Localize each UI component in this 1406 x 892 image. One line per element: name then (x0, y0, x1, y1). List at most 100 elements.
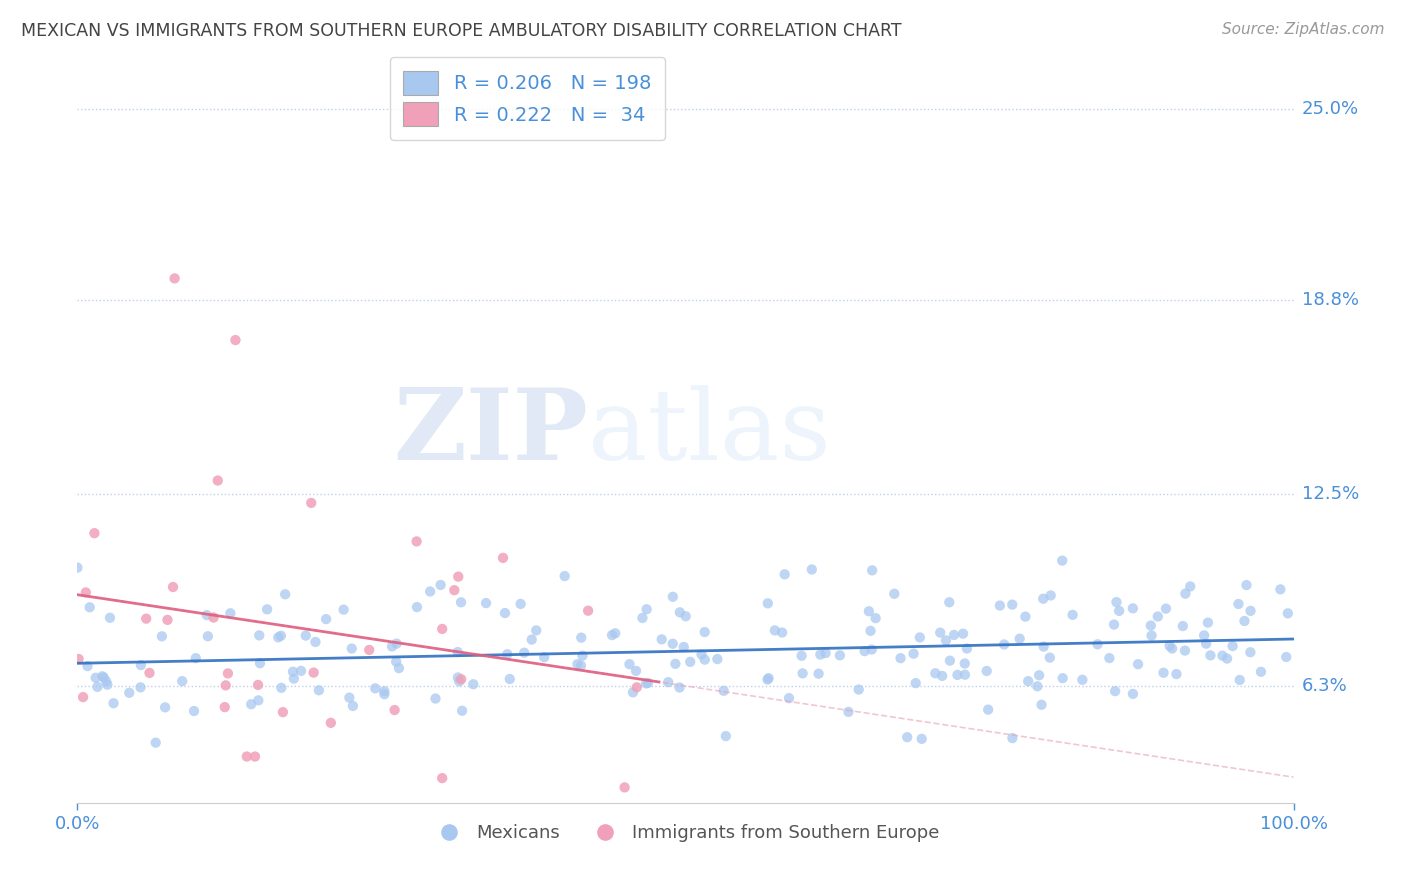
Point (332, 602, 354, 616)
Point (706, 652, 728, 666)
Legend: Mexicans, Immigrants from Southern Europe: Mexicans, Immigrants from Southern Europ… (425, 817, 946, 849)
Point (1192, 628, 1215, 642)
Point (271, 705, 294, 719)
Point (145, 736, 167, 750)
Point (693, 625, 716, 640)
Point (1146, 609, 1168, 624)
Point (1171, 619, 1194, 633)
Point (1062, 607, 1084, 622)
Point (207, 474, 229, 488)
Point (903, 647, 925, 661)
Point (1104, 684, 1126, 698)
Point (1229, 673, 1251, 687)
Point (450, 672, 472, 686)
Point (1126, 657, 1149, 672)
Point (1098, 651, 1121, 665)
Point (1239, 604, 1261, 618)
Point (1039, 650, 1062, 665)
Point (792, 666, 814, 681)
Point (247, 628, 270, 642)
Point (513, 646, 536, 660)
Point (675, 609, 697, 624)
Point (988, 599, 1011, 613)
Point (494, 606, 516, 620)
Point (938, 595, 960, 609)
Point (853, 644, 876, 658)
Point (373, 687, 395, 701)
Point (98, 611, 121, 625)
Text: atlas: atlas (588, 384, 831, 481)
Point (939, 654, 962, 668)
Point (931, 669, 953, 683)
Point (1233, 614, 1256, 628)
Point (219, 607, 242, 621)
Point (935, 633, 957, 648)
Point (668, 681, 690, 695)
Point (1216, 651, 1239, 665)
Point (103, 696, 125, 710)
Point (624, 664, 647, 678)
Point (381, 640, 404, 654)
Point (763, 624, 786, 638)
Point (270, 681, 292, 695)
Point (1001, 598, 1024, 612)
Point (447, 670, 470, 684)
Point (447, 569, 470, 583)
Point (388, 661, 411, 675)
Point (924, 666, 946, 681)
Point (859, 624, 882, 638)
Point (429, 578, 451, 592)
Point (290, 664, 312, 678)
Point (76, 659, 98, 673)
Point (883, 587, 905, 601)
Point (86, 680, 108, 694)
Point (756, 673, 779, 687)
Point (911, 731, 934, 746)
Point (1028, 668, 1050, 682)
Point (661, 637, 683, 651)
Point (449, 674, 471, 689)
Point (359, 643, 381, 657)
Point (1197, 615, 1219, 630)
Point (619, 657, 641, 672)
Point (1195, 637, 1218, 651)
Point (896, 730, 918, 744)
Point (1275, 650, 1298, 665)
Point (302, 665, 325, 680)
Point (274, 587, 297, 601)
Point (808, 648, 831, 662)
Point (662, 590, 685, 604)
Point (554, 569, 576, 583)
Point (1039, 589, 1062, 603)
Point (858, 604, 880, 618)
Point (837, 705, 859, 719)
Point (679, 655, 702, 669)
Point (714, 729, 737, 743)
Point (1102, 617, 1125, 632)
Point (770, 625, 793, 640)
Point (800, 562, 823, 576)
Point (1031, 698, 1053, 712)
Point (571, 648, 593, 663)
Point (75, 585, 97, 599)
Point (631, 611, 654, 625)
Point (889, 651, 911, 665)
Point (184, 651, 207, 665)
Point (669, 605, 692, 619)
Text: Source: ZipAtlas.com: Source: ZipAtlas.com (1222, 22, 1385, 37)
Point (1277, 607, 1299, 621)
Point (172, 674, 194, 689)
Point (342, 698, 364, 713)
Point (1236, 578, 1258, 592)
Point (315, 612, 337, 626)
Point (952, 626, 974, 640)
Point (1008, 632, 1031, 646)
Point (304, 635, 326, 649)
Point (1122, 601, 1144, 615)
Point (1108, 604, 1130, 618)
Point (67, 652, 90, 666)
Point (150, 629, 173, 643)
Point (1050, 554, 1073, 568)
Point (569, 658, 592, 673)
Point (215, 678, 238, 692)
